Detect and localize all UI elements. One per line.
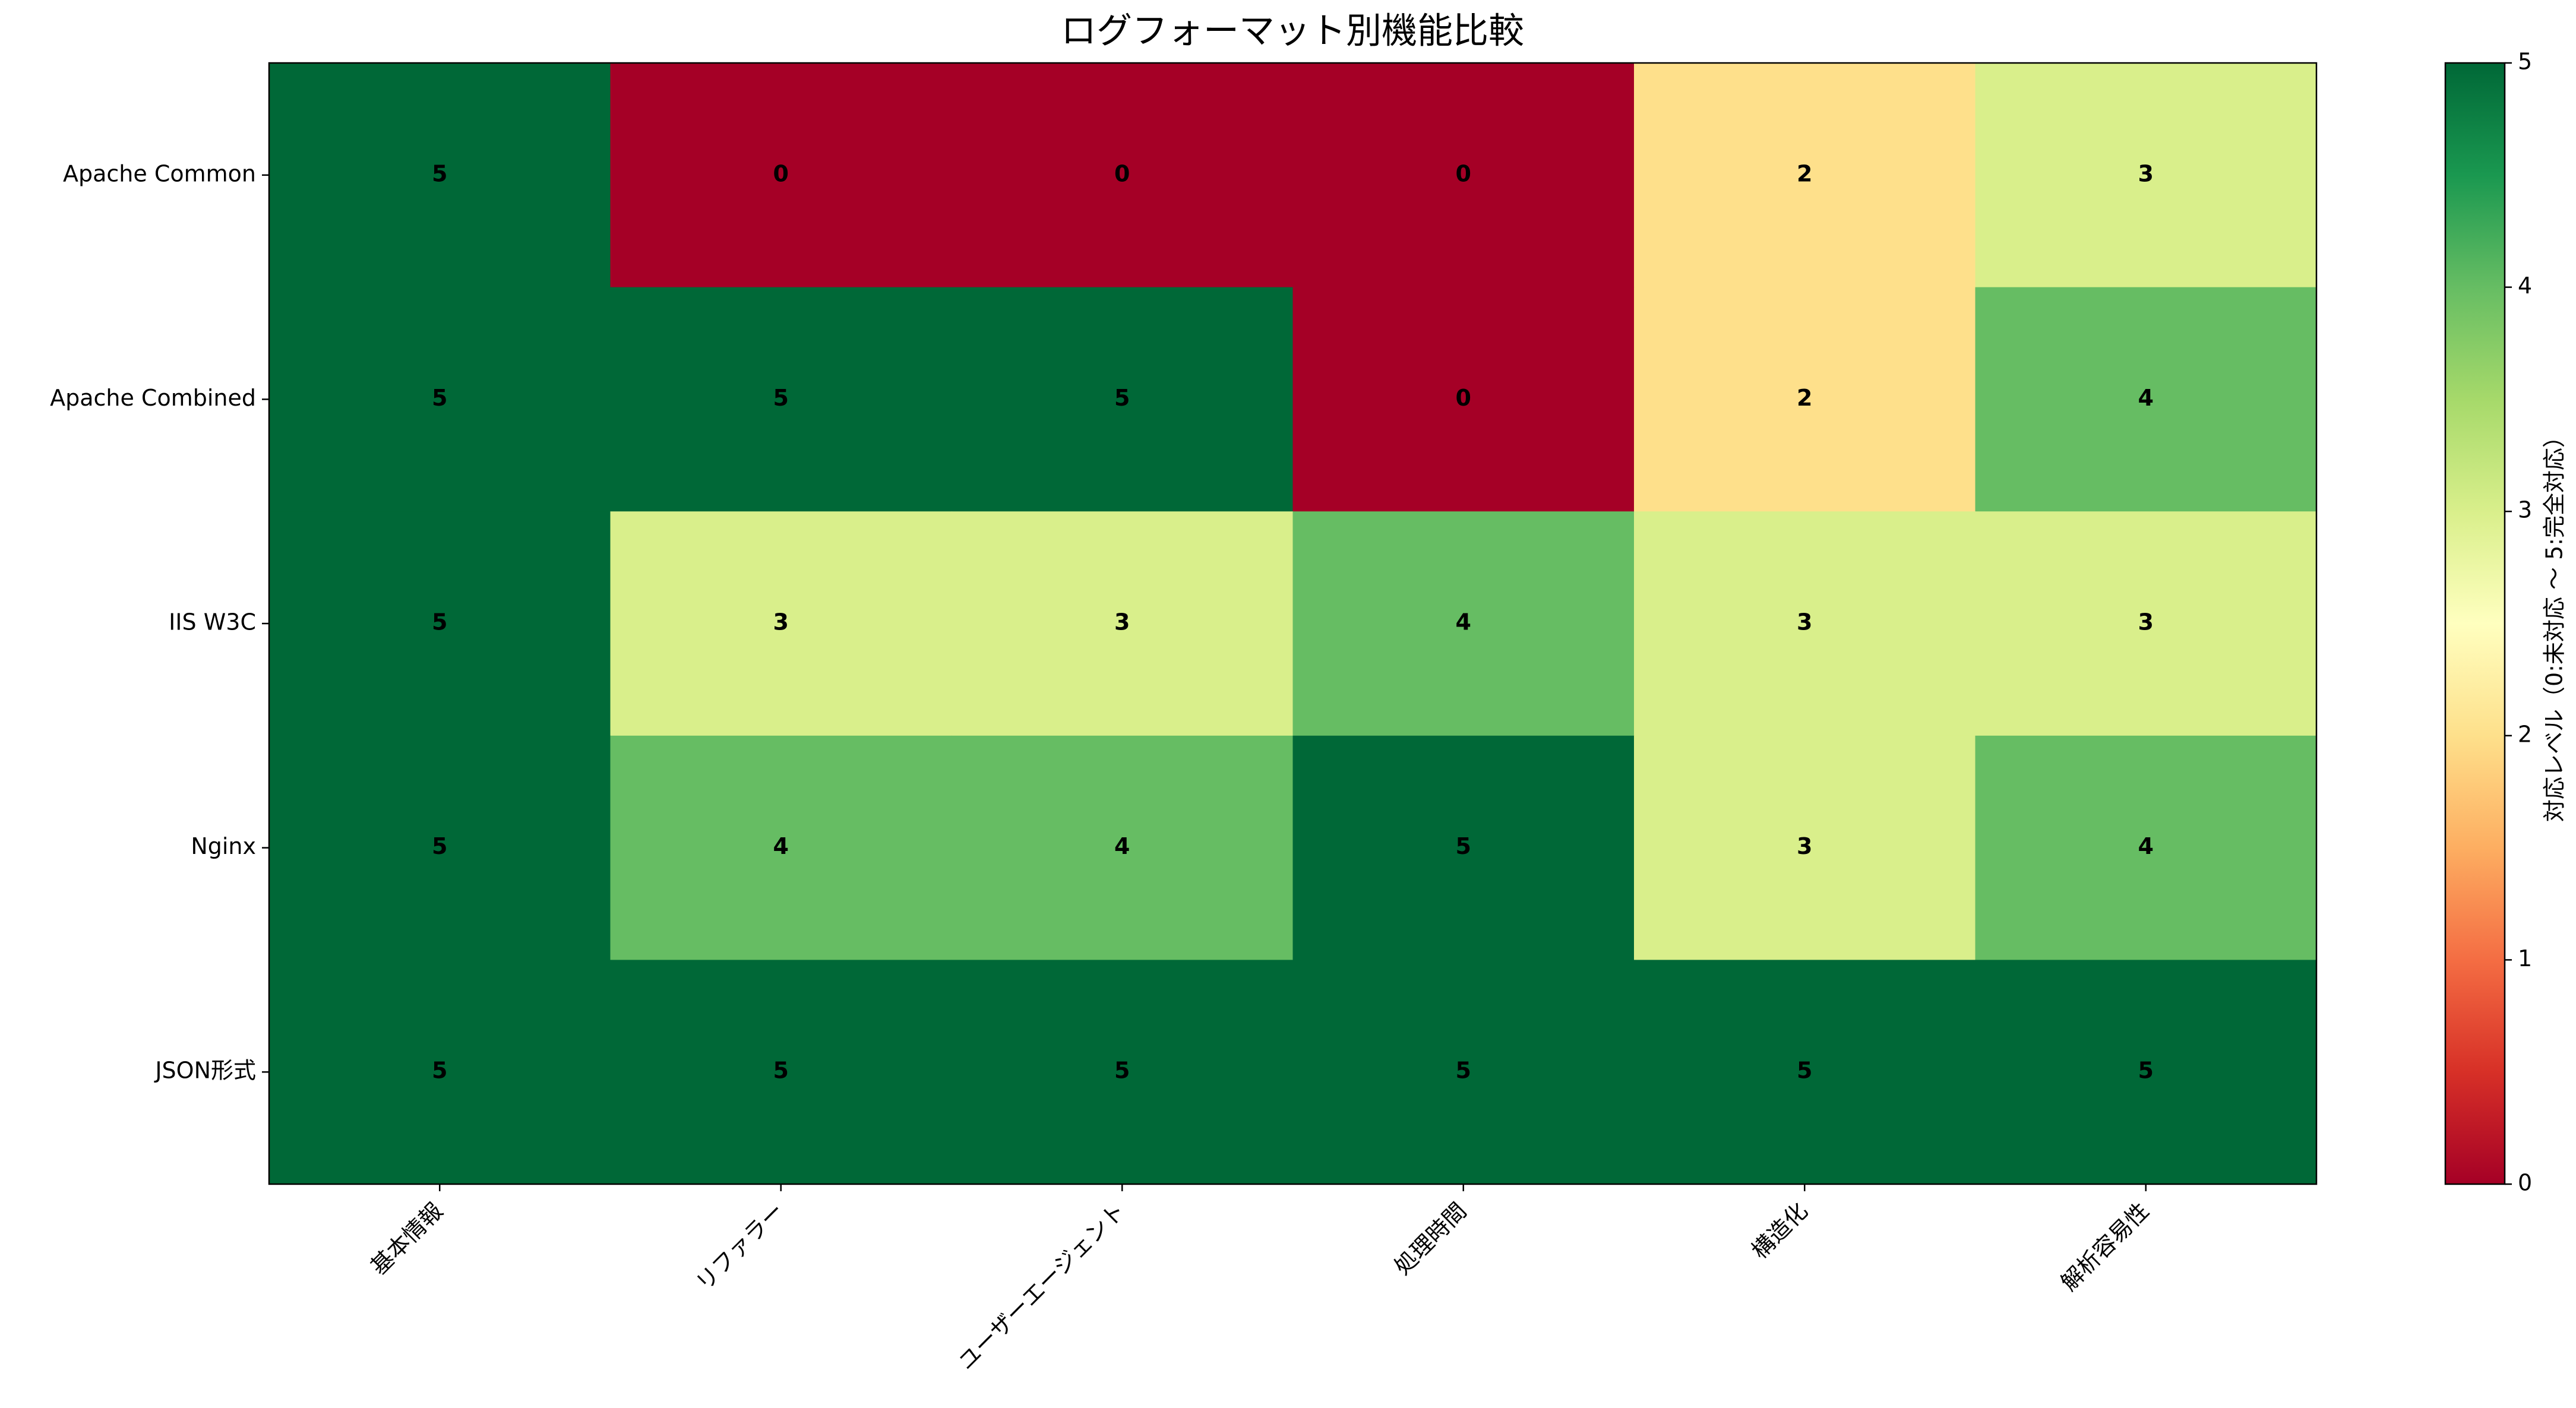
heatmap-cell xyxy=(1634,511,1976,736)
heatmap-cell xyxy=(1634,287,1976,512)
heatmap-cell xyxy=(1975,735,2317,960)
cell-label: 3 xyxy=(2138,160,2154,186)
cell-label: 0 xyxy=(1114,160,1130,186)
heatmap-cell xyxy=(1634,960,1976,1185)
heatmap-cell xyxy=(269,511,611,736)
cell-label: 5 xyxy=(432,160,447,186)
heatmap-cell xyxy=(952,511,1293,736)
cell-label: 5 xyxy=(1114,1058,1130,1084)
heatmap-cell xyxy=(269,960,611,1185)
cell-label: 3 xyxy=(773,609,789,635)
colorbar-label: 対応レベル（0:未対応 ～ 5:完全対応） xyxy=(2542,425,2568,822)
heatmap-cell xyxy=(1292,287,1635,512)
x-tick-label: ユーザーエージェント xyxy=(953,1198,1130,1375)
heatmap-cell xyxy=(1292,511,1635,736)
cell-label: 4 xyxy=(1456,609,1471,635)
chart-title: ログフォーマット別機能比較 xyxy=(1061,11,1524,52)
y-tick-label: Apache Common xyxy=(63,160,256,186)
cell-label: 3 xyxy=(1797,833,1812,859)
cell-label: 0 xyxy=(773,160,789,186)
cell-label: 2 xyxy=(1797,385,1812,411)
cell-label: 5 xyxy=(1456,833,1471,859)
cell-label: 5 xyxy=(432,609,447,635)
cell-label: 5 xyxy=(1456,1058,1471,1084)
cell-label: 4 xyxy=(1114,833,1130,859)
heatmap-cell xyxy=(1634,735,1976,960)
y-tick-label: Apache Combined xyxy=(50,385,256,411)
colorbar-tick-label: 3 xyxy=(2518,497,2532,523)
heatmap-cell xyxy=(1292,735,1635,960)
cell-label: 5 xyxy=(2138,1058,2154,1084)
cell-label: 4 xyxy=(2138,833,2154,859)
heatmap-cell xyxy=(610,63,952,288)
heatmap-cell xyxy=(1975,960,2317,1185)
x-tick-label: リファラー xyxy=(691,1198,789,1296)
y-tick-label: IIS W3C xyxy=(169,609,256,635)
cell-label: 0 xyxy=(1456,160,1471,186)
cell-label: 3 xyxy=(2138,609,2154,635)
x-tick-label: 基本情報 xyxy=(365,1198,448,1280)
cell-label: 3 xyxy=(1797,609,1812,635)
cell-label: 5 xyxy=(432,385,447,411)
cell-label: 5 xyxy=(1797,1058,1812,1084)
heatmap-cell xyxy=(610,287,952,512)
cell-label: 5 xyxy=(773,1058,789,1084)
heatmap-cell xyxy=(952,287,1293,512)
heatmap-cell xyxy=(1634,63,1976,288)
cell-label: 5 xyxy=(432,1058,447,1084)
x-tick-label: 構造化 xyxy=(1746,1198,1813,1264)
heatmap-cell xyxy=(1975,511,2317,736)
heatmap-cell xyxy=(1292,63,1635,288)
colorbar-tick-label: 2 xyxy=(2518,721,2532,747)
y-tick-label: Nginx xyxy=(191,833,256,859)
colorbar-tick-label: 0 xyxy=(2518,1170,2532,1196)
heatmap-cell xyxy=(952,63,1293,288)
colorbar-tick-label: 5 xyxy=(2518,49,2532,75)
heatmap-cell xyxy=(610,511,952,736)
cell-label: 5 xyxy=(773,385,789,411)
cell-label: 5 xyxy=(432,833,447,859)
cell-label: 2 xyxy=(1797,160,1812,186)
colorbar xyxy=(2444,62,2506,1185)
cell-label: 4 xyxy=(773,833,789,859)
heatmap-cell xyxy=(1975,287,2317,512)
cell-label: 3 xyxy=(1114,609,1130,635)
heatmap-cell xyxy=(1292,960,1635,1185)
heatmap-cell xyxy=(269,735,611,960)
colorbar-tick-label: 4 xyxy=(2518,273,2532,299)
cell-label: 0 xyxy=(1456,385,1471,411)
heatmap-cell xyxy=(269,63,611,288)
x-tick-label: 処理時間 xyxy=(1389,1198,1472,1280)
cell-label: 4 xyxy=(2138,385,2154,411)
heatmap-cell xyxy=(952,960,1293,1185)
heatmap-cell xyxy=(1975,63,2317,288)
colorbar-tick-label: 1 xyxy=(2518,945,2532,972)
y-tick-label: JSON形式 xyxy=(154,1058,256,1084)
heatmap-cell xyxy=(269,287,611,512)
heatmap-cell xyxy=(610,960,952,1185)
x-tick-label: 解析容易性 xyxy=(2056,1198,2154,1296)
heatmap-cell xyxy=(610,735,952,960)
heatmap-cell xyxy=(952,735,1293,960)
cell-label: 5 xyxy=(1114,385,1130,411)
